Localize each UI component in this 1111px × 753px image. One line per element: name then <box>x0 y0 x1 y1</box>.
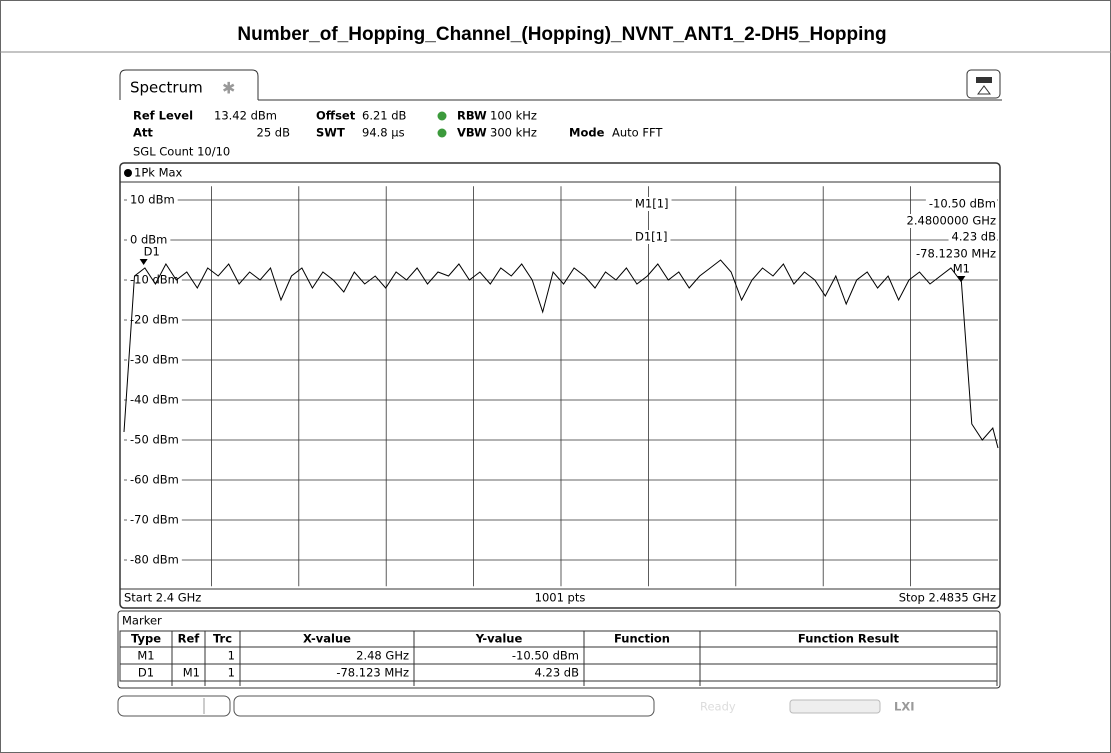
y-tick-label-bg <box>127 472 182 487</box>
setting-value: 6.21 dB <box>362 109 407 123</box>
setting-value: 300 kHz <box>490 126 537 140</box>
column-header: Type <box>131 632 161 646</box>
marker-info-name: D1[1] <box>635 230 667 244</box>
y-tick-label-bg <box>127 432 182 447</box>
layout-icon-tri <box>977 85 991 95</box>
table-cell: -78.123 MHz <box>336 666 409 680</box>
column-header: Ref <box>178 632 201 646</box>
column-header: X-value <box>303 632 351 646</box>
table-cell: M1 <box>137 649 154 663</box>
table-cell: D1 <box>138 666 154 680</box>
marker-info-bg <box>925 197 997 211</box>
layout-icon-bar <box>976 77 992 83</box>
y-tick-label: -40 dBm <box>130 392 179 406</box>
marker-table-title: Marker <box>122 614 162 628</box>
y-tick-label: -70 dBm <box>130 512 179 526</box>
setting-label: RBW <box>457 109 487 123</box>
setting-label: Ref Level <box>133 109 193 123</box>
setting-value: 13.42 dBm <box>214 109 277 123</box>
plot-frame <box>119 162 1001 609</box>
y-tick-label-bg <box>127 512 182 527</box>
setting-value: 25 dB <box>257 126 291 140</box>
y-tick-label: 10 dBm <box>130 192 175 206</box>
points-label: 1001 pts <box>535 591 586 605</box>
setting-label: VBW <box>457 126 487 140</box>
trace <box>123 259 999 449</box>
marker-table: Type Ref Trc X-value Y-value Function Function… <box>119 630 998 686</box>
pin-icon[interactable]: ✱ <box>222 79 235 98</box>
marker-info-bg <box>632 230 671 244</box>
column-header: Y-value <box>475 632 523 646</box>
marker <box>957 275 966 282</box>
setting-label: Mode <box>569 126 605 140</box>
marker-info-bg <box>913 247 997 261</box>
marker-info-value: -78.1230 MHz <box>916 247 996 261</box>
y-tick-label-bg <box>127 552 182 567</box>
setting-value: Auto FFT <box>612 126 663 140</box>
column-header: Function <box>614 632 670 646</box>
tab-label[interactable]: Spectrum <box>130 79 203 97</box>
column-header: Trc <box>213 632 232 646</box>
y-tick-label-bg <box>127 392 182 407</box>
table-cell: -10.50 dBm <box>512 649 579 663</box>
marker-info-value: 2.4800000 GHz <box>907 214 996 228</box>
remote-icon: LXI <box>894 700 914 714</box>
setting-label: Att <box>133 126 153 140</box>
start-label: Start 2.4 GHz <box>124 591 201 605</box>
trace-dot <box>124 169 132 177</box>
y-tick-label: -30 dBm <box>130 352 179 366</box>
marker-info-value: 4.23 dB <box>952 230 997 244</box>
sweep-count: SGL Count 10/10 <box>133 145 230 159</box>
progress-bar <box>789 699 881 714</box>
marker-info-name: M1[1] <box>635 197 669 211</box>
stop-label: Stop 2.4835 GHz <box>899 591 996 605</box>
y-tick-label-bg <box>127 352 182 367</box>
setting-label: SWT <box>316 126 345 140</box>
marker-info-bg <box>632 197 672 211</box>
y-tick-label-bg <box>127 312 182 327</box>
table-cell: 4.23 dB <box>535 666 580 680</box>
marker-info-bg <box>903 214 997 228</box>
setting-value: 94.8 µs <box>362 126 405 140</box>
setting-label: Offset <box>316 109 356 123</box>
y-tick-label: 0 dBm <box>130 232 167 246</box>
y-tick-label: -50 dBm <box>130 432 179 446</box>
y-tick-label-bg <box>127 272 182 287</box>
y-tick-label: -10 dBm <box>130 272 179 286</box>
marker <box>139 259 148 266</box>
status-box <box>233 695 655 717</box>
y-tick-label-bg <box>127 192 178 207</box>
table-row <box>119 663 998 682</box>
y-tick-label: -80 dBm <box>130 552 179 566</box>
table-cell: 1 <box>228 666 235 680</box>
tab[interactable] <box>119 69 259 100</box>
y-tick-label-bg <box>127 232 171 247</box>
column-header: Function Result <box>798 632 900 646</box>
y-tick-label: -20 dBm <box>130 312 179 326</box>
title: Number_of_Hopping_Channel_(Hopping)_NVNT… <box>237 24 886 45</box>
table-cell: 2.48 GHz <box>356 649 409 663</box>
marker-panel <box>117 610 1001 689</box>
y-tick-label: -60 dBm <box>130 472 179 486</box>
table-cell: M1 <box>183 666 200 680</box>
status-dot <box>437 111 447 121</box>
table-cell: 1 <box>228 649 235 663</box>
trace-label: 1Pk Max <box>134 166 183 180</box>
marker-info-bg <box>948 230 997 244</box>
status-box <box>117 695 231 717</box>
marker-label: D1 <box>144 245 160 259</box>
marker-label: M1 <box>953 261 970 275</box>
setting-value: 100 kHz <box>490 109 537 123</box>
status-text: Ready <box>700 700 736 714</box>
marker-info-value: -10.50 dBm <box>929 197 996 211</box>
status-dot <box>437 128 447 138</box>
